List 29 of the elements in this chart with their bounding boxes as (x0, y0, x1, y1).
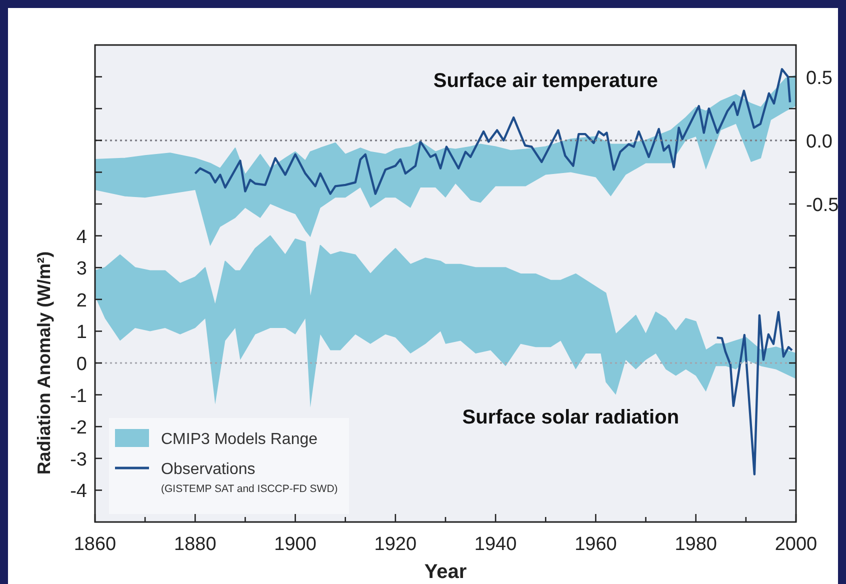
y-tick-label: 3 (76, 258, 87, 280)
y-tick-label: 1 (76, 322, 87, 344)
x-axis-title: Year (424, 561, 467, 583)
line-series (716, 311, 794, 476)
x-tick-label: 1940 (474, 534, 517, 555)
y2-tick-label: -0.5 (806, 195, 839, 216)
legend-label: Observations (161, 461, 256, 478)
line-series (194, 68, 792, 195)
y-tick-label: 4 (76, 226, 88, 248)
x-tick-label: 1900 (274, 534, 316, 555)
y2-tick-label: 0.0 (806, 131, 832, 152)
y-axis-title: Radiation Anomaly (W/m²) (34, 251, 54, 475)
y-tick-label: -4 (70, 481, 88, 502)
y-tick-label: 2 (76, 290, 87, 312)
y-tick-label: -3 (70, 449, 87, 470)
x-tick-label: 2000 (774, 534, 818, 555)
x-tick-label: 1880 (174, 534, 216, 555)
x-tick-label: 1860 (74, 534, 116, 555)
x-tick-label: 1960 (574, 534, 617, 555)
annotation: Surface air temperature (433, 70, 658, 92)
annotation: Surface solar radiation (462, 406, 680, 428)
y2-tick-label: 0.5 (806, 68, 832, 89)
y-tick-label: 0 (76, 354, 87, 375)
y-tick-label: -2 (70, 418, 87, 439)
x-tick-label: 1920 (374, 534, 417, 555)
y-tick-label: -1 (70, 386, 87, 407)
x-tick-label: 1980 (674, 534, 717, 555)
legend-label: CMIP3 Models Range (161, 431, 318, 448)
annotation: (GISTEMP SAT and ISCCP-FD SWD) (161, 483, 338, 495)
